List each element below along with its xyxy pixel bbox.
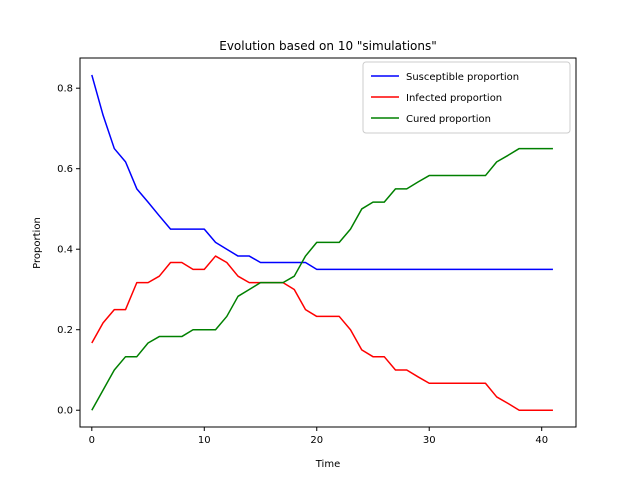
y-tick-label: 0.8	[57, 84, 73, 95]
x-tick-label: 10	[198, 435, 211, 446]
x-axis-label: Time	[315, 459, 340, 470]
x-tick-label: 0	[89, 435, 95, 446]
x-tick-label: 30	[423, 435, 436, 446]
y-tick-label: 0.2	[57, 325, 73, 336]
chart-title: Evolution based on 10 "simulations"	[219, 39, 437, 53]
y-tick-label: 0.6	[57, 164, 73, 175]
y-axis-label: Proportion	[32, 217, 43, 269]
legend-box	[362, 61, 571, 134]
legend-entry-3: Cured proportion	[406, 114, 491, 125]
legend: Susceptible proportion Infected proportio…	[362, 61, 571, 134]
legend-entry-2: Infected proportion	[406, 93, 502, 104]
y-tick-label: 0.0	[57, 406, 73, 417]
series-line-1	[91, 74, 553, 271]
axes-frame	[79, 57, 577, 428]
x-axis: 0 10 20 30 40	[89, 427, 548, 446]
legend-entry-1: Susceptible proportion	[406, 72, 519, 83]
series-line-3	[91, 147, 553, 411]
x-tick-label: 40	[535, 435, 548, 446]
series-line-2	[91, 255, 553, 411]
y-axis: 0.0 0.2 0.4 0.6 0.8	[57, 84, 80, 417]
y-tick-label: 0.4	[57, 245, 73, 256]
x-tick-label: 20	[310, 435, 323, 446]
plot-lines	[91, 74, 553, 411]
